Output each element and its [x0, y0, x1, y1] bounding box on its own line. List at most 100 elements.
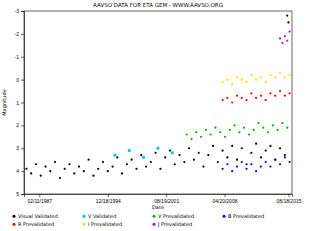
data-point	[289, 161, 291, 163]
x-tick-label: 08/18/2015	[276, 198, 301, 204]
data-point	[260, 95, 262, 97]
y-tick: 5	[16, 191, 24, 197]
data-point	[286, 40, 288, 42]
data-point	[236, 95, 238, 97]
y-tick: -3	[15, 8, 24, 14]
data-point	[231, 101, 233, 103]
y-tick-label: 3	[16, 145, 19, 151]
data-point	[279, 90, 281, 92]
data-point	[68, 163, 70, 165]
data-point	[269, 145, 271, 147]
data-point	[183, 161, 185, 163]
legend-item: V Validated	[83, 213, 117, 219]
series-points	[186, 122, 289, 140]
x-axis-line	[25, 195, 293, 198]
series-points	[222, 90, 291, 104]
data-point	[202, 165, 204, 167]
y-tick: -2	[15, 31, 24, 37]
legend-symbol	[13, 223, 16, 226]
x-axis: 02/11/198712/18/199408/19/200104/20/2008…	[25, 194, 302, 204]
data-point	[274, 159, 276, 161]
data-point	[159, 168, 161, 170]
legend: Visual Validated V Validated V Prevalidate…	[13, 213, 265, 227]
data-point	[200, 136, 202, 138]
data-point	[207, 154, 209, 156]
legend-item: R Prevalidated	[13, 221, 55, 227]
x-tick: 02/11/1987	[27, 194, 52, 204]
legend-item: V Prevalidated	[153, 213, 195, 219]
data-point	[178, 154, 180, 156]
data-point	[49, 170, 51, 172]
data-point	[241, 147, 243, 149]
data-point	[174, 163, 176, 165]
data-point	[54, 161, 56, 163]
plot-frame	[24, 11, 292, 194]
data-point	[214, 127, 216, 129]
data-point	[222, 81, 224, 83]
data-point	[250, 74, 252, 76]
data-point	[193, 159, 195, 161]
series-points	[25, 14, 289, 179]
x-tick: 04/20/2008	[212, 194, 237, 204]
data-point	[269, 74, 271, 76]
y-tick-mark	[21, 57, 24, 58]
data-point	[186, 133, 188, 135]
y-tick: 4	[16, 168, 24, 174]
data-point	[289, 30, 291, 32]
data-point	[260, 165, 262, 167]
y-tick-label: 0	[16, 77, 19, 83]
y-tick-mark	[21, 148, 24, 149]
y-tick-mark	[21, 34, 24, 35]
data-point	[131, 159, 133, 161]
data-point	[274, 95, 276, 97]
data-point	[195, 131, 197, 133]
data-point	[241, 79, 243, 81]
x-tick-label: 02/11/1987	[27, 198, 52, 204]
data-point	[284, 156, 286, 158]
data-point	[274, 76, 276, 78]
y-tick-label: -2	[15, 31, 20, 37]
data-point	[277, 129, 279, 131]
data-point	[44, 165, 46, 167]
x-tick-mark	[39, 194, 40, 197]
y-tick-mark	[21, 194, 24, 195]
data-point	[111, 165, 113, 167]
legend-symbol	[153, 223, 156, 226]
series-points	[114, 147, 174, 159]
data-point	[126, 163, 128, 165]
data-point	[40, 175, 42, 177]
data-point	[260, 156, 262, 158]
data-point	[248, 133, 250, 135]
legend-item: J Prevalidated	[153, 221, 193, 227]
chart: AAVSO DATA FOR ETA GEM - WWW.AAVSO.ORG02…	[0, 0, 310, 231]
x-tick: 08/18/2015	[276, 194, 301, 204]
data-point	[255, 79, 257, 81]
data-point	[226, 97, 228, 99]
data-point	[279, 37, 281, 39]
data-point	[78, 165, 80, 167]
data-point	[188, 147, 190, 149]
data-point	[229, 129, 231, 131]
y-tick-label: 4	[16, 168, 19, 174]
x-tick-mark	[166, 194, 167, 197]
data-point	[64, 168, 66, 170]
data-point	[231, 145, 233, 147]
y-tick-label: 5	[16, 191, 19, 197]
y-tick-mark	[21, 11, 24, 12]
legend-label: I Prevalidated	[88, 221, 122, 227]
data-point	[269, 165, 271, 167]
legend-label: Visual Validated	[18, 213, 58, 219]
x-tick-mark	[224, 194, 225, 197]
data-point	[289, 74, 291, 76]
x-tick-mark	[288, 194, 289, 197]
data-point	[205, 129, 207, 131]
y-tick-label: 2	[16, 122, 19, 128]
data-point	[222, 149, 224, 151]
data-point	[250, 152, 252, 154]
data-point	[107, 170, 109, 172]
data-point	[255, 143, 257, 145]
data-point	[210, 133, 212, 135]
data-point	[257, 122, 259, 124]
data-point	[281, 42, 283, 44]
data-point	[284, 76, 286, 78]
